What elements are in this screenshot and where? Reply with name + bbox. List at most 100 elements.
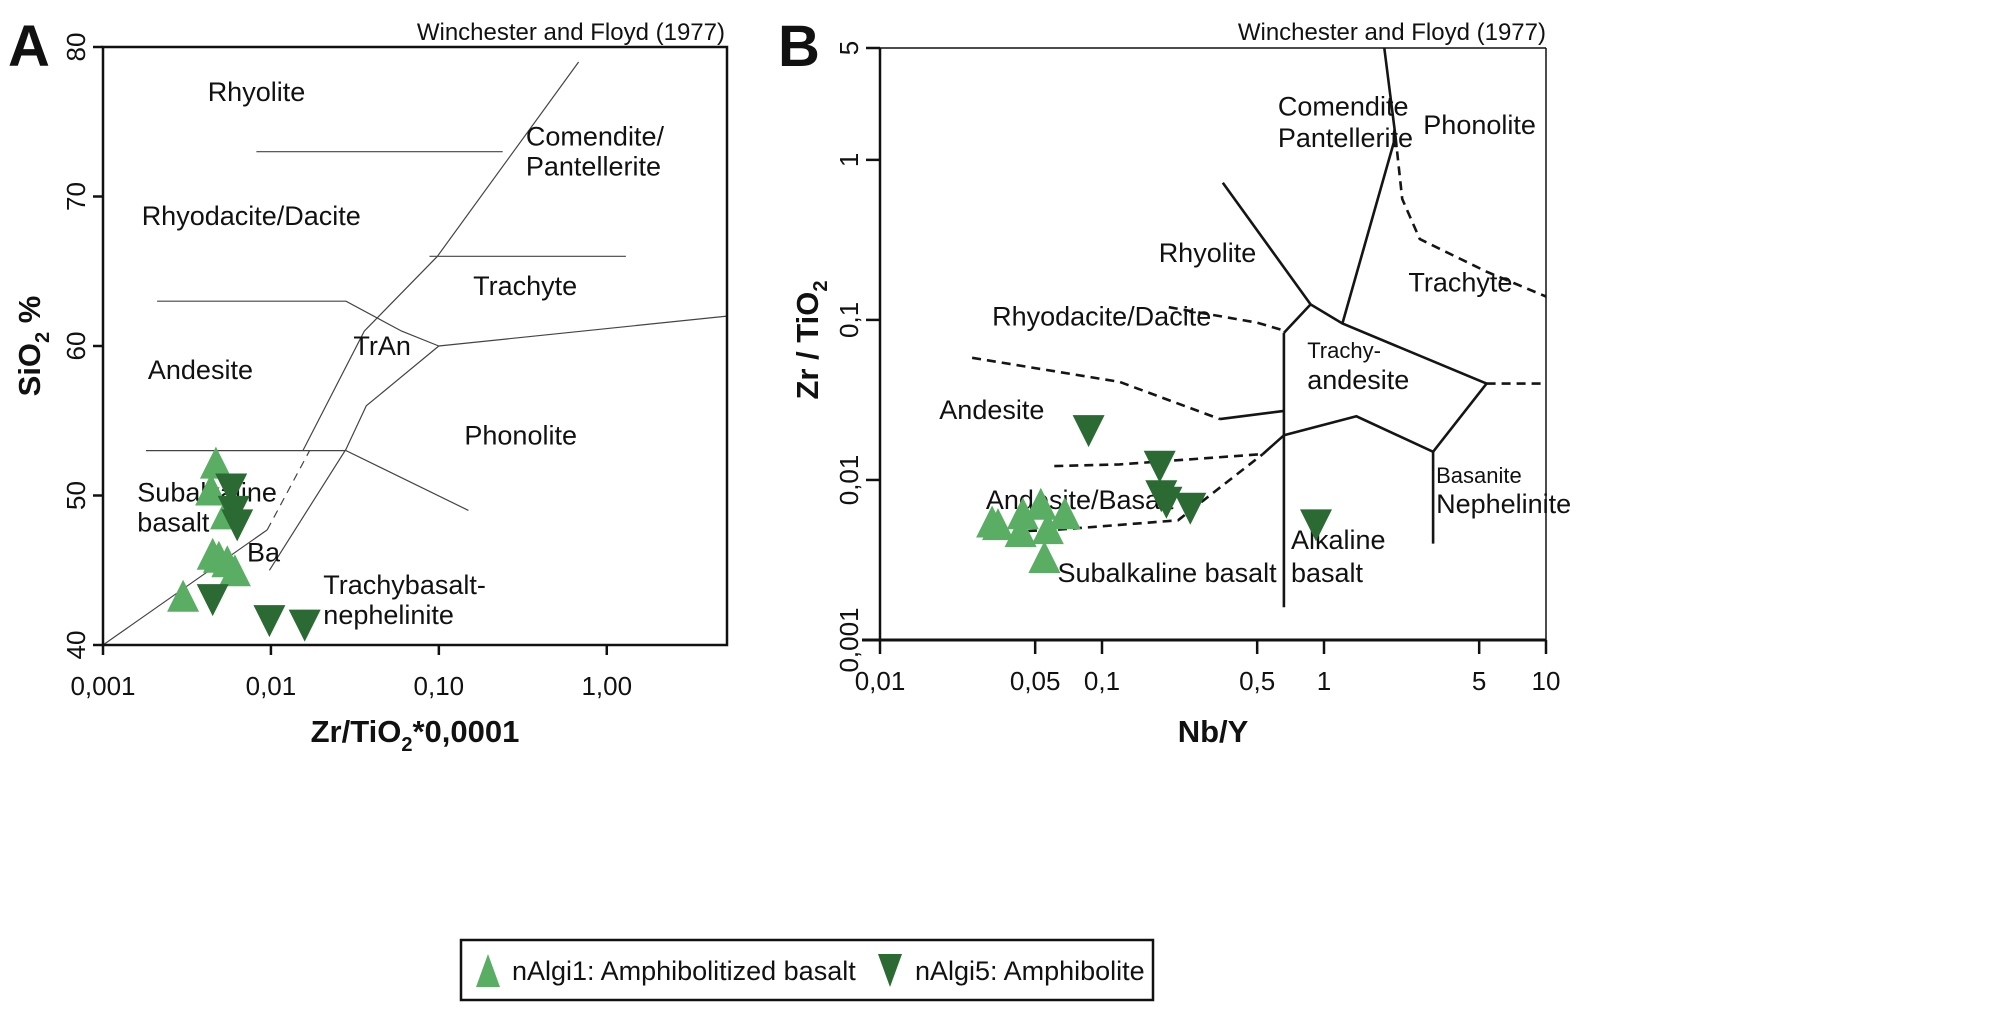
panel-b-boundary-dashed [1168, 305, 1282, 331]
field-label: Rhyodacite/Dacite [142, 201, 361, 231]
panel-b-x-axis-title: Nb/Y [1178, 714, 1249, 749]
panel-b-boundary-solid [1341, 47, 1397, 324]
legend-triangle-down-icon [878, 954, 902, 987]
x-tick-label: 10 [1532, 666, 1561, 696]
panel-a-x-axis-title: Zr/TiO2*0,0001 [311, 714, 520, 756]
panel-b: B Winchester and Floyd (1977) ComenditeP… [778, 14, 1571, 749]
y-tick-label: 60 [61, 332, 91, 361]
panel-a-field-boundaries [102, 61, 728, 646]
x-tick-label: 0,1 [1084, 666, 1120, 696]
legend-triangle-up-icon [476, 954, 500, 987]
field-label: Rhyolite [1159, 238, 1257, 268]
panel-a-boundary-solid [302, 61, 580, 451]
field-label: Andesite [939, 395, 1044, 425]
panel-a-letter: A [8, 14, 50, 79]
panel-b-boundary-dashed [1394, 136, 1547, 298]
data-point-nalgi5 [215, 473, 248, 506]
field-label: Ba [247, 537, 281, 567]
field-label: Subalkaline basalt [1058, 558, 1278, 588]
field-label: Trachyte [1408, 268, 1512, 298]
field-label: Comendite/ [526, 122, 665, 152]
data-point-nalgi1 [1024, 487, 1057, 520]
field-label: Andesite/Basalt [986, 485, 1174, 515]
y-tick-label: 70 [61, 182, 91, 211]
data-point-nalgi5 [1150, 486, 1183, 519]
data-point-nalgi1 [1006, 497, 1039, 530]
x-tick-label: 0,01 [855, 666, 906, 696]
data-point-nalgi5 [221, 509, 254, 542]
field-label: TrAn [353, 331, 411, 361]
panel-a-reference: Winchester and Floyd (1977) [417, 19, 725, 46]
data-point-nalgi1 [167, 579, 200, 612]
x-tick-label: 0,10 [414, 671, 465, 701]
field-label: Phonolite [464, 421, 577, 451]
y-tick-label: 80 [61, 33, 91, 62]
panel-b-reference: Winchester and Floyd (1977) [1238, 19, 1546, 46]
field-label: Alkaline [1291, 525, 1386, 555]
panel-b-y-ticks: 0,001 0,01 0,1 1 5 [834, 41, 880, 673]
data-point-nalgi5 [1300, 509, 1332, 542]
data-point-nalgi1 [1028, 541, 1061, 573]
data-point-nalgi1 [218, 554, 251, 587]
panel-a-boundary-solid [268, 315, 728, 571]
data-point-nalgi5 [253, 605, 286, 638]
field-label: Andesite [148, 355, 253, 385]
panel-b-boundary-dashed [1054, 452, 1263, 468]
panel-b-data-points [976, 415, 1332, 573]
field-label: Trachyte [473, 271, 577, 301]
field-label: nephelinite [323, 600, 454, 630]
x-tick-label: 1 [1317, 666, 1331, 696]
y-tick-label: 0,001 [834, 607, 864, 672]
panel-b-y-axis-title: Zr / TiO2 [790, 280, 832, 399]
x-tick-label: 5 [1472, 666, 1486, 696]
panel-b-letter: B [778, 14, 820, 79]
data-point-nalgi1 [982, 508, 1014, 541]
legend-box [459, 938, 1155, 1002]
data-point-nalgi1 [199, 446, 232, 479]
x-tick-label: 0,5 [1239, 666, 1275, 696]
field-label: Phonolite [1423, 110, 1536, 140]
x-tick-label: 0,05 [1010, 666, 1061, 696]
data-point-nalgi5 [288, 609, 321, 642]
panel-a-boundary-solid [145, 450, 469, 511]
y-tick-label: 1 [834, 153, 864, 167]
panel-b-boundary-solid [1219, 409, 1285, 421]
y-tick-label: 50 [61, 481, 91, 510]
panel-a-x-ticks: 0,001 0,01 0,10 1,00 [70, 645, 632, 701]
field-label: Rhyolite [208, 77, 306, 107]
data-point-nalgi5 [1072, 415, 1105, 448]
field-label: basalt [1291, 558, 1364, 588]
panel-a-y-ticks: 40 50 60 70 80 [61, 33, 103, 660]
field-label: Trachybasalt- [323, 570, 486, 600]
data-point-nalgi1 [1004, 515, 1037, 547]
x-tick-label: 1,00 [581, 671, 632, 701]
data-point-nalgi1 [1031, 512, 1064, 545]
field-label: Pantellerite [1278, 123, 1413, 153]
panel-a: A Winchester and Floyd (1977) Rhyolite Co… [8, 14, 729, 756]
panel-b-boundary-dashed [997, 453, 1264, 534]
field-label: Trachy- [1307, 338, 1381, 363]
legend-label-nalgi5: nAlgi5: Amphibolite [915, 956, 1145, 986]
panel-b-boundary-dashed [971, 356, 1221, 421]
field-label: Basanite [1436, 463, 1522, 488]
panel-b-x-ticks: 0,01 0,05 0,1 0,5 1 5 10 [855, 640, 1561, 696]
panel-a-boundary-dashed [266, 450, 311, 531]
data-point-nalgi5 [1143, 450, 1176, 483]
y-tick-label: 5 [834, 41, 864, 55]
field-label: Comendite [1278, 91, 1409, 121]
y-tick-label: 40 [61, 631, 91, 660]
field-label: Nephelinite [1436, 489, 1571, 519]
legend-label-nalgi1: nAlgi1: Amphibolitized basalt [512, 956, 856, 986]
field-label: Pantellerite [526, 152, 661, 182]
y-tick-label: 0,01 [834, 455, 864, 506]
panel-a-data-points [167, 446, 321, 642]
panel-b-boundary-solid [1261, 434, 1285, 456]
panel-a-field-labels: Rhyolite Comendite/Pantellerite Rhyodacite… [137, 77, 664, 630]
field-label: andesite [1307, 365, 1409, 395]
data-point-nalgi5 [1174, 492, 1207, 525]
panel-b-boundary-solid [1221, 181, 1312, 306]
field-label: basalt [137, 507, 210, 537]
x-tick-label: 0,01 [246, 671, 297, 701]
panel-b-field-boundaries [971, 47, 1547, 608]
